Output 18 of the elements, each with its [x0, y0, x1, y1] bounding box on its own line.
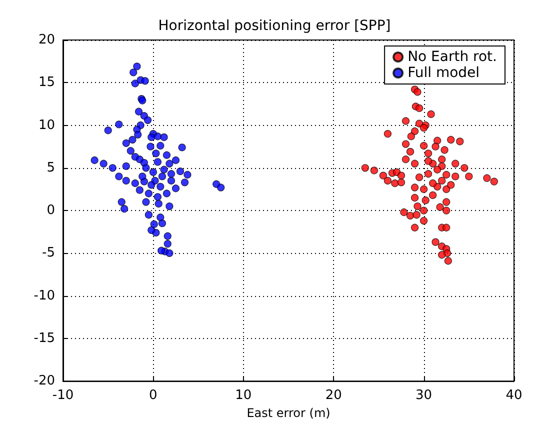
- x-tick-label: 10: [235, 388, 252, 404]
- x-tick-label: 40: [506, 388, 522, 404]
- y-tick-label: 20: [38, 32, 55, 48]
- y-tick-label: -20: [34, 374, 55, 389]
- x-axis-title: East error (m): [246, 406, 330, 420]
- y-tick-label: -5: [42, 246, 55, 261]
- y-tick-label: 0: [46, 203, 55, 218]
- y-tick-label: 10: [38, 118, 55, 133]
- x-tick-label: 30: [416, 388, 432, 404]
- x-tick-label: 20: [325, 388, 342, 404]
- chart-title: Horizontal positioning error [SPP]: [158, 18, 391, 34]
- x-tick-label: 0: [149, 388, 158, 404]
- y-tick-label: 15: [38, 75, 55, 90]
- legend-label: Full model: [408, 65, 480, 81]
- y-tick-label: -10: [34, 288, 55, 304]
- y-tick-label: 5: [46, 160, 55, 176]
- y-tick-label: -15: [34, 330, 55, 346]
- legend-label: No Earth rot.: [408, 49, 498, 65]
